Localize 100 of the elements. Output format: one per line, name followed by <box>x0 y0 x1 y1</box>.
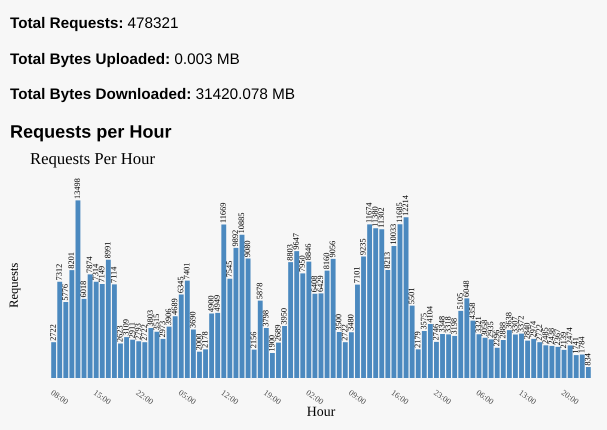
data-label: 4900 <box>208 296 214 312</box>
x-tick-label: 16:00 <box>391 390 410 405</box>
data-label: 3575 <box>420 313 426 330</box>
data-label: 9235 <box>360 238 366 255</box>
data-label: 2156 <box>250 332 256 348</box>
data-label: 1741 <box>572 338 578 353</box>
data-label: 2722 <box>141 324 147 340</box>
x-tick-label: 08:00 <box>50 389 69 405</box>
data-label: 7101 <box>354 267 360 283</box>
data-label: 10885 <box>238 212 244 233</box>
data-label: 2485 <box>542 328 548 344</box>
x-tick-label: 05:00 <box>178 389 196 405</box>
data-label: 2840 <box>524 322 530 339</box>
data-label: 4358 <box>469 302 475 320</box>
data-label: 2746 <box>432 324 439 340</box>
data-label: 6429 <box>317 276 324 292</box>
data-label: 11685 <box>396 202 402 222</box>
data-label: 5105 <box>457 293 463 309</box>
data-label: 6048 <box>463 280 469 297</box>
data-label: 3109 <box>123 319 129 336</box>
x-tick-label: 06:00 <box>476 389 494 405</box>
data-label: 3348 <box>438 316 445 332</box>
data-label: 2623 <box>116 326 123 342</box>
data-label: 9892 <box>232 230 238 246</box>
data-label: 9647 <box>293 233 299 250</box>
data-label: 3318 <box>445 316 451 333</box>
data-label: 3307 <box>512 316 518 333</box>
data-label: 2722 <box>50 324 56 340</box>
data-label: 2722 <box>342 324 348 340</box>
text: Total Bytes Downloaded: 31420.078 MB <box>10 88 294 102</box>
data-label: 4949 <box>214 295 220 312</box>
data-label: 7149 <box>98 266 104 282</box>
data-label: 3198 <box>451 318 457 334</box>
data-label: 7314 <box>92 264 98 280</box>
data-label: 2367 <box>554 329 560 346</box>
data-label: 2139 <box>560 332 566 348</box>
data-label: 7114 <box>110 266 116 282</box>
data-label: 3500 <box>336 314 342 330</box>
data-label: 2973 <box>160 321 166 338</box>
data-label: 7545 <box>226 261 232 277</box>
data-label: 9080 <box>244 240 250 257</box>
data-label: 6408 <box>311 276 318 292</box>
data-label: 5501 <box>408 288 414 304</box>
data-label: 7874 <box>86 256 92 272</box>
x-tick-label: 19:00 <box>264 390 282 405</box>
data-label: 7312 <box>56 264 62 280</box>
data-label: 11674 <box>366 202 372 222</box>
data-label: 1784 <box>578 336 584 352</box>
x-tick-label: 12:00 <box>220 390 239 405</box>
data-label: 2000 <box>196 334 202 350</box>
data-label: 2179 <box>414 332 420 348</box>
data-label: 2888 <box>500 322 506 338</box>
data-label: 7950 <box>299 256 305 272</box>
data-label: 8201 <box>68 252 74 268</box>
x-tick-label: 15:00 <box>93 390 112 405</box>
data-label: 3321 <box>475 316 482 333</box>
data-label: 12214 <box>402 195 408 216</box>
data-label: 2178 <box>202 332 208 348</box>
data-label: 6018 <box>80 281 86 298</box>
x-tick-label: 09:00 <box>348 389 367 405</box>
data-label: 2722 <box>536 324 542 340</box>
data-label: 3690 <box>190 312 196 328</box>
data-label: 8991 <box>104 242 110 258</box>
x-tick-label: 02:00 <box>306 389 324 405</box>
data-label: 3803 <box>147 310 153 326</box>
data-label: 4689 <box>172 298 178 315</box>
data-label: 5878 <box>256 282 262 299</box>
data-label: 3638 <box>506 312 512 328</box>
data-label: 2689 <box>274 324 281 341</box>
data-label: 7401 <box>184 263 190 279</box>
data-label: 834 <box>584 353 590 366</box>
data-label: 3515 <box>153 314 160 330</box>
data-label: 2438 <box>548 328 554 344</box>
data-label: 6345 <box>178 276 184 293</box>
data-label: 3058 <box>482 320 488 336</box>
x-axis-title: Hour <box>307 406 336 416</box>
data-label: 11302 <box>378 208 384 228</box>
data-label: 2793 <box>135 324 141 340</box>
data-label: 2935 <box>488 322 494 338</box>
chart-title: Requests Per Hour <box>30 153 155 168</box>
data-label: 11669 <box>220 202 226 222</box>
text: Total Bytes Uploaded: 0.003 MB <box>10 52 239 68</box>
data-label: 8160 <box>324 252 330 269</box>
data-label: 9056 <box>330 241 336 258</box>
data-label: 1900 <box>268 335 274 351</box>
text: Total Requests: 478321 <box>10 16 178 32</box>
data-label: 3906 <box>166 308 172 325</box>
data-label: 3950 <box>281 308 287 324</box>
data-label: 11380 <box>372 206 378 226</box>
data-label: 10033 <box>390 224 396 244</box>
text: Requests per Hour <box>11 125 172 142</box>
data-label: 8803 <box>287 244 293 260</box>
data-label: 2911 <box>129 322 135 338</box>
data-label: 3480 <box>348 314 354 330</box>
data-label: 3798 <box>262 310 268 326</box>
y-axis-title: Requests <box>10 263 20 308</box>
data-label: 2974 <box>530 320 536 338</box>
data-label: 2474 <box>566 328 572 344</box>
data-label: 5776 <box>62 284 68 300</box>
data-label: 13498 <box>74 178 80 198</box>
